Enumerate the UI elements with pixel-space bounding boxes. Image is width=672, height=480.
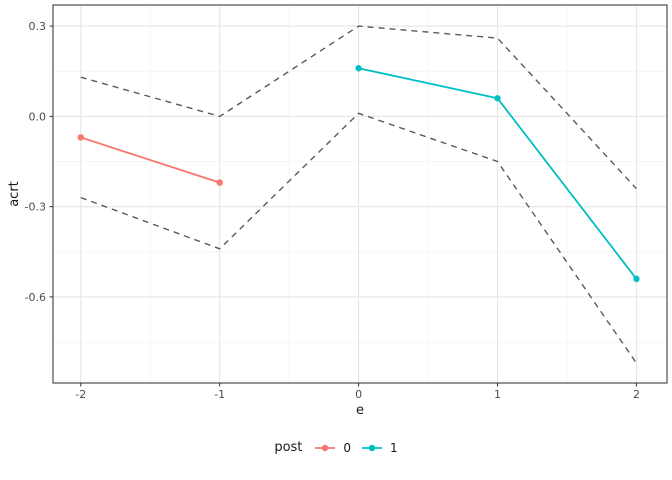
- post-0-point: [216, 179, 223, 186]
- legend-entry-0: 0: [314, 441, 351, 455]
- panel-border: [52, 4, 668, 384]
- legend: post 0 1: [0, 440, 672, 455]
- y-tick-label: -0.6: [25, 291, 46, 304]
- post-1-point: [633, 275, 640, 283]
- y-tick-label: -0.3: [25, 201, 46, 214]
- plot-area: -2 -1 0 1 2 0.3 0.0 -0.3 -0.6 e acrt: [7, 4, 668, 418]
- legend-label: 0: [343, 440, 352, 455]
- y-axis-title: acrt: [7, 181, 22, 207]
- x-tick-label: 2: [633, 388, 640, 401]
- legend-key-icon: [362, 444, 383, 451]
- post-1-point: [355, 65, 362, 72]
- x-tick-label: -1: [214, 388, 225, 401]
- post-1-point: [494, 95, 501, 102]
- x-tick-label: -2: [75, 388, 86, 401]
- y-tick-label: 0.3: [29, 20, 47, 33]
- x-axis-title: e: [356, 403, 364, 418]
- x-tick-label: 1: [494, 388, 501, 401]
- panel-background: [53, 5, 667, 383]
- x-tick-label: 0: [355, 388, 362, 401]
- legend-entry-1: 1: [361, 441, 398, 455]
- post-0-line: [80, 136, 220, 184]
- post-0-point: [77, 134, 84, 141]
- legend-key-icon: [315, 444, 336, 451]
- y-tick-label: 0.0: [29, 110, 47, 123]
- upper-bound-line: [80, 25, 637, 190]
- legend-label: 1: [390, 440, 398, 455]
- lower-bound-line: [80, 112, 637, 364]
- legend-title: post: [274, 440, 303, 455]
